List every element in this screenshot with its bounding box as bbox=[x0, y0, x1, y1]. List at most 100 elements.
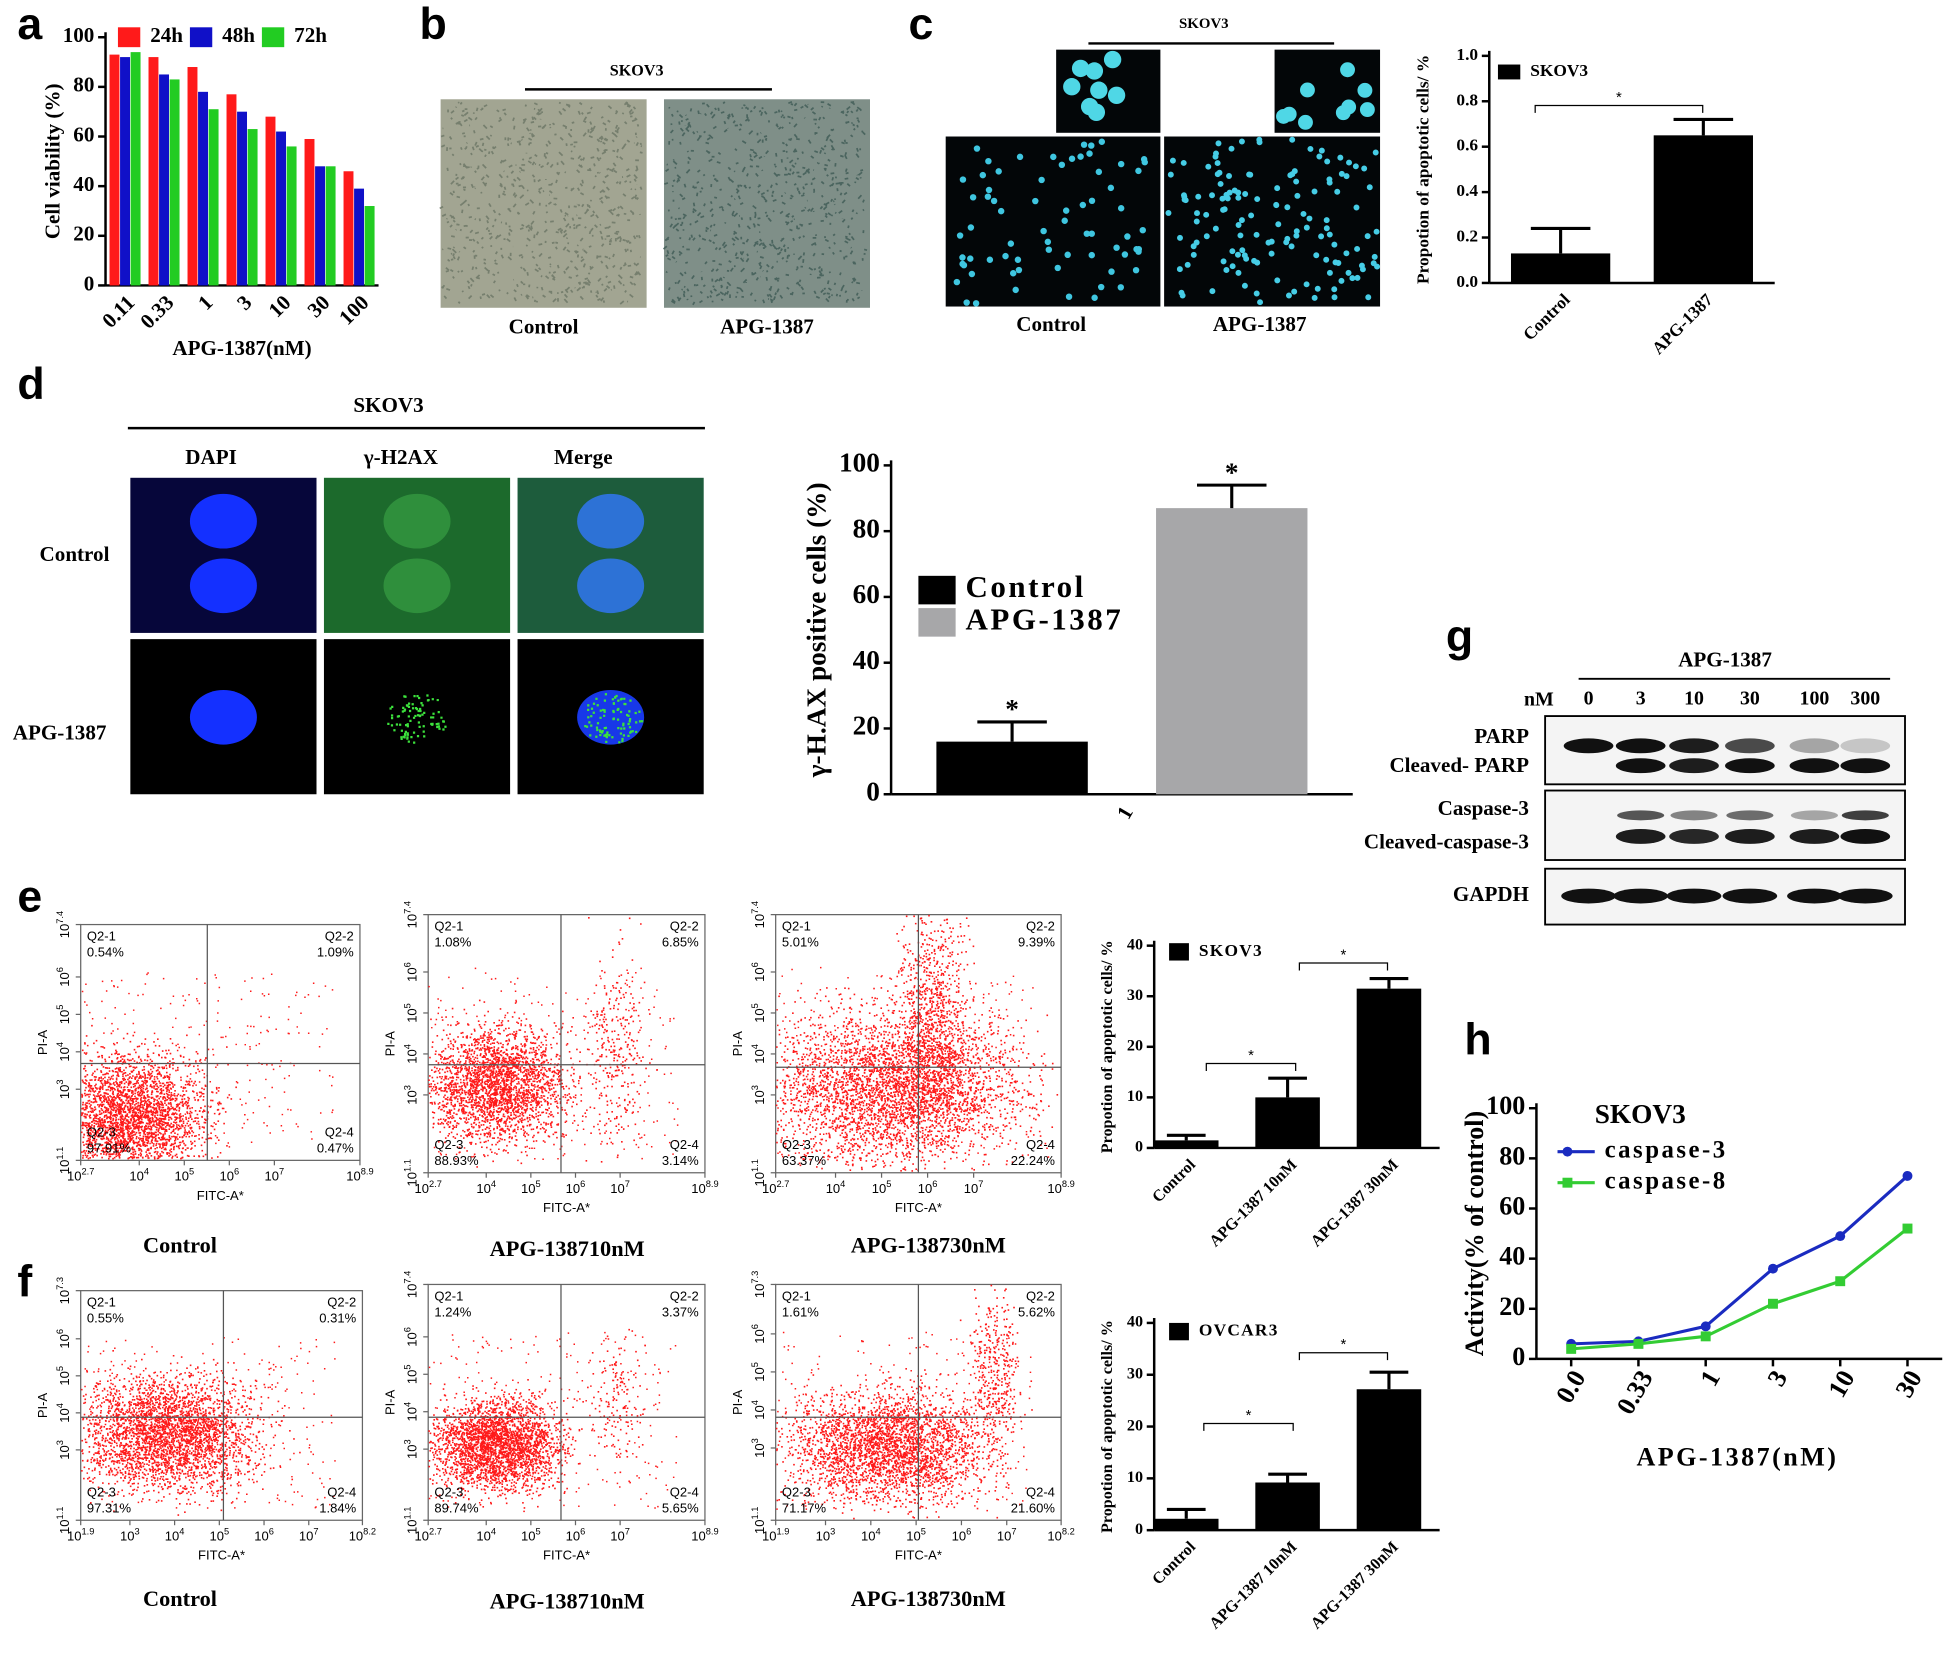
tick-exponent: 5 bbox=[403, 1364, 413, 1369]
tick-exponent: 6 bbox=[580, 1527, 585, 1537]
error-bar bbox=[1166, 1507, 1206, 1519]
row-label: APG-1387 bbox=[13, 721, 107, 745]
band bbox=[1790, 810, 1838, 821]
plot-caption: APG-138710nM bbox=[490, 1589, 645, 1614]
tick-exponent: 4 bbox=[750, 1044, 760, 1049]
error-bar bbox=[1268, 1472, 1307, 1483]
plot-caption: APG-138710nM bbox=[490, 1236, 645, 1261]
y-tick-label: 0 bbox=[84, 271, 95, 295]
tick-base: 10 bbox=[405, 1370, 420, 1384]
tick-exponent: 4 bbox=[403, 1044, 413, 1049]
y-tick-label: 60 bbox=[853, 579, 880, 609]
bar bbox=[148, 57, 159, 286]
plot-frame bbox=[427, 914, 706, 1174]
lane-label: 10 bbox=[1684, 687, 1704, 709]
tick-exponent: 5 bbox=[536, 1527, 541, 1537]
tick-base: 10 bbox=[918, 1182, 932, 1197]
x-tick-label: 108.2 bbox=[1047, 1527, 1074, 1544]
tick-exponent: 7 bbox=[1011, 1527, 1016, 1537]
bar bbox=[1255, 1097, 1320, 1148]
tick-exponent: 7 bbox=[978, 1180, 983, 1190]
lane-label: 3 bbox=[1636, 687, 1646, 709]
marker bbox=[1700, 1321, 1711, 1332]
error-bar bbox=[1369, 1370, 1409, 1390]
y-axis-label: PI-A bbox=[382, 1389, 397, 1415]
nucleus bbox=[383, 493, 451, 549]
tick-base: 10 bbox=[997, 1529, 1011, 1544]
tick-base: 10 bbox=[566, 1529, 580, 1544]
quadrant-percent: 3.37% bbox=[662, 1304, 699, 1319]
tick-exponent: 6 bbox=[750, 962, 760, 967]
marker bbox=[1835, 1276, 1846, 1287]
quadrant-percent: 0.54% bbox=[87, 945, 124, 960]
nuclei bbox=[1276, 62, 1375, 130]
tick-exponent: 5 bbox=[750, 1003, 760, 1008]
tick-base: 10 bbox=[165, 1529, 179, 1544]
y-tick-label: 101.1 bbox=[55, 1147, 72, 1174]
error-bar bbox=[1268, 1076, 1307, 1098]
significance: * bbox=[1005, 694, 1019, 724]
tick-exponent: 7 bbox=[313, 1527, 318, 1537]
quadrant-percent: 5.01% bbox=[782, 935, 819, 950]
y-tick-label: 0 bbox=[1512, 1342, 1525, 1371]
legend-swatch bbox=[918, 575, 956, 605]
tick-exponent: 6 bbox=[750, 1324, 760, 1329]
quadrant-name: Q2-1 bbox=[87, 1295, 116, 1310]
bar bbox=[276, 131, 287, 286]
y-tick-label: 40 bbox=[853, 645, 880, 675]
event-cloud bbox=[775, 914, 1059, 1172]
x-tick-label: 107 bbox=[610, 1180, 630, 1197]
bar bbox=[936, 741, 1088, 795]
tick-exponent: 6 bbox=[403, 962, 413, 967]
bar bbox=[169, 79, 180, 286]
quadrant-percent: 0.47% bbox=[317, 1141, 354, 1156]
x-tick-label: 102.7 bbox=[414, 1527, 441, 1544]
legend-label: 48h bbox=[222, 23, 255, 47]
blot-unit: nM bbox=[1524, 689, 1554, 711]
foci bbox=[584, 693, 644, 744]
x-tick-label: Control bbox=[1520, 290, 1574, 344]
y-tick-label: 105 bbox=[403, 1364, 420, 1384]
tick-base: 10 bbox=[752, 1284, 767, 1298]
error-bar bbox=[1197, 483, 1267, 509]
nucleus bbox=[189, 493, 257, 549]
tick-exponent: 2.7 bbox=[429, 1527, 442, 1537]
tick-base: 10 bbox=[964, 1182, 978, 1197]
y-tick-label: 20 bbox=[853, 711, 880, 741]
marker bbox=[1562, 1146, 1573, 1157]
y-tick-label: 10 bbox=[1127, 1469, 1143, 1486]
tick-exponent: 3 bbox=[750, 1085, 760, 1090]
x-tick-label: 104 bbox=[861, 1527, 881, 1544]
y-tick-label: 20 bbox=[1127, 1417, 1143, 1434]
blot-label: Cleaved- PARP bbox=[1389, 753, 1529, 777]
tick-base: 10 bbox=[405, 1519, 420, 1533]
quadrant-name: Q2-3 bbox=[782, 1137, 811, 1152]
band bbox=[1615, 758, 1666, 774]
bar bbox=[130, 52, 141, 286]
x-tick-label: 104 bbox=[826, 1180, 846, 1197]
error-bar bbox=[1369, 976, 1409, 989]
y-tick-label: 10 bbox=[1127, 1088, 1143, 1105]
quadrant-percent: 0.55% bbox=[87, 1311, 124, 1326]
band bbox=[1840, 738, 1891, 754]
x-tick-label: 103 bbox=[120, 1527, 140, 1544]
tick-base: 10 bbox=[752, 1008, 767, 1022]
quadrant-name: Q2-3 bbox=[87, 1484, 116, 1499]
y-tick-label: 104 bbox=[55, 1403, 72, 1423]
x-tick-label: 1 bbox=[193, 290, 217, 314]
series-line bbox=[1571, 1227, 1909, 1351]
tick-base: 10 bbox=[861, 1529, 875, 1544]
micrograph bbox=[1164, 136, 1381, 307]
quadrant-percent: 9.39% bbox=[1018, 935, 1055, 950]
micrograph bbox=[663, 99, 870, 308]
legend-swatch bbox=[1497, 64, 1521, 80]
marker bbox=[1902, 1170, 1913, 1181]
tick-base: 10 bbox=[414, 1182, 428, 1197]
legend-label: 24h bbox=[150, 23, 183, 47]
tick-exponent: 5 bbox=[921, 1527, 926, 1537]
tick-base: 10 bbox=[752, 1090, 767, 1104]
y-tick-label: 30 bbox=[1127, 987, 1143, 1004]
y-tick-label: 104 bbox=[750, 1400, 767, 1420]
quadrant-name: Q2-3 bbox=[434, 1137, 463, 1152]
